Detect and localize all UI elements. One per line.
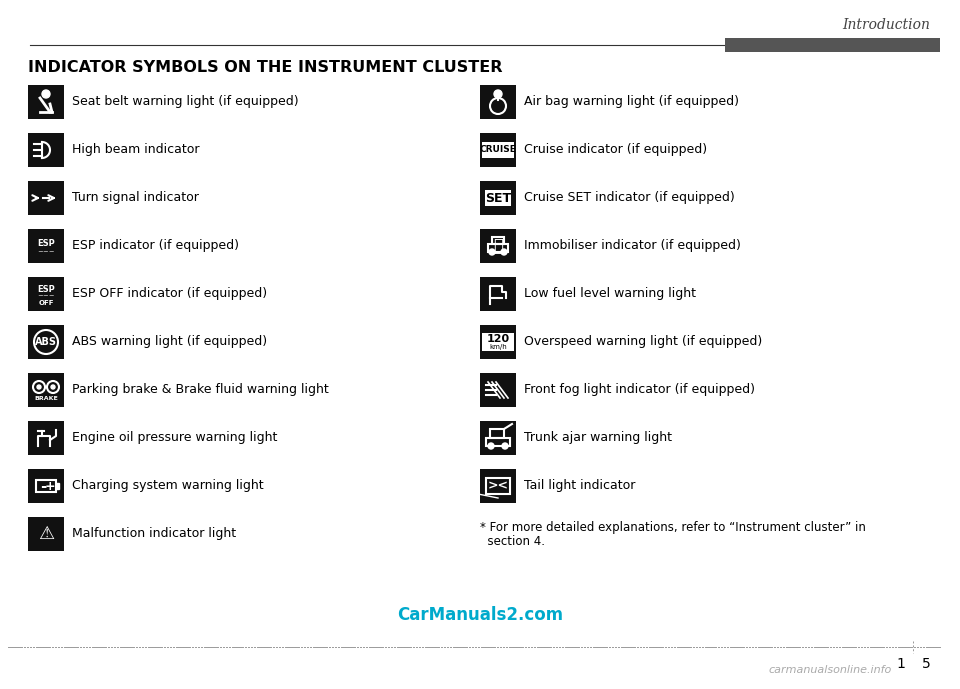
Text: 120: 120	[487, 334, 510, 344]
Text: * For more detailed explanations, refer to “Instrument cluster” in: * For more detailed explanations, refer …	[480, 521, 866, 534]
Text: Low fuel level warning light: Low fuel level warning light	[524, 287, 696, 300]
Bar	[480, 469, 516, 503]
Bar	[485, 190, 511, 206]
Text: INDICATOR SYMBOLS ON THE INSTRUMENT CLUSTER: INDICATOR SYMBOLS ON THE INSTRUMENT CLUS…	[28, 60, 502, 75]
Text: ESP: ESP	[37, 285, 55, 294]
Text: Air bag warning light (if equipped): Air bag warning light (if equipped)	[524, 96, 739, 108]
Text: ESP: ESP	[37, 238, 55, 247]
Text: Front fog light indicator (if equipped): Front fog light indicator (if equipped)	[524, 384, 755, 396]
Bar	[28, 229, 64, 263]
Circle shape	[501, 249, 507, 255]
Bar	[480, 133, 516, 167]
Text: ABS warning light (if equipped): ABS warning light (if equipped)	[72, 336, 267, 349]
Bar	[480, 421, 516, 455]
Text: 5: 5	[922, 657, 931, 671]
Text: ⎕: ⎕	[493, 237, 503, 255]
Circle shape	[488, 443, 494, 449]
Text: High beam indicator: High beam indicator	[72, 143, 200, 156]
Text: CRUISE: CRUISE	[480, 145, 516, 154]
Text: ~~~: ~~~	[37, 293, 55, 299]
Circle shape	[489, 249, 495, 255]
Text: ESP OFF indicator (if equipped): ESP OFF indicator (if equipped)	[72, 287, 267, 300]
Bar	[486, 438, 510, 446]
Text: ~~~: ~~~	[37, 249, 55, 255]
Bar	[480, 325, 516, 359]
Bar	[56, 483, 59, 489]
Text: Cruise SET indicator (if equipped): Cruise SET indicator (if equipped)	[524, 192, 734, 205]
Text: km/h: km/h	[490, 344, 507, 350]
Circle shape	[51, 385, 55, 389]
Text: +: +	[45, 480, 56, 493]
Bar	[480, 229, 516, 263]
Bar	[28, 517, 64, 551]
Bar	[28, 373, 64, 407]
Text: ⚠: ⚠	[38, 525, 54, 543]
Bar	[28, 181, 64, 215]
Text: BRAKE: BRAKE	[35, 396, 58, 402]
Text: carmanualsonline.info: carmanualsonline.info	[768, 665, 892, 675]
Bar	[482, 333, 514, 351]
Bar	[28, 421, 64, 455]
Text: Overspeed warning light (if equipped): Overspeed warning light (if equipped)	[524, 336, 762, 349]
Text: 1: 1	[896, 657, 905, 671]
Bar	[480, 85, 516, 119]
Text: Charging system warning light: Charging system warning light	[72, 480, 264, 493]
Text: section 4.: section 4.	[480, 535, 545, 548]
Bar	[28, 469, 64, 503]
Text: ESP indicator (if equipped): ESP indicator (if equipped)	[72, 240, 239, 252]
Text: Cruise indicator (if equipped): Cruise indicator (if equipped)	[524, 143, 708, 156]
Bar	[28, 85, 64, 119]
Bar	[488, 244, 508, 252]
Text: OFF: OFF	[38, 300, 54, 306]
Circle shape	[502, 443, 508, 449]
Bar	[28, 133, 64, 167]
Text: Malfunction indicator light: Malfunction indicator light	[72, 528, 236, 540]
Text: Trunk ajar warning light: Trunk ajar warning light	[524, 431, 672, 444]
Circle shape	[494, 90, 502, 98]
Text: Turn signal indicator: Turn signal indicator	[72, 192, 199, 205]
Text: Tail light indicator: Tail light indicator	[524, 480, 636, 493]
Bar	[486, 478, 510, 494]
Bar	[490, 429, 504, 438]
Text: Engine oil pressure warning light: Engine oil pressure warning light	[72, 431, 277, 444]
Circle shape	[42, 90, 50, 98]
Text: CarManuals2.com: CarManuals2.com	[396, 606, 564, 624]
Bar	[482, 142, 514, 158]
Bar	[480, 277, 516, 311]
Text: ><: ><	[488, 480, 509, 493]
Bar	[36, 480, 56, 492]
Text: Seat belt warning light (if equipped): Seat belt warning light (if equipped)	[72, 96, 299, 108]
Bar	[480, 181, 516, 215]
Bar	[492, 237, 504, 244]
Text: SET: SET	[485, 192, 511, 205]
Circle shape	[37, 385, 41, 389]
Bar	[480, 373, 516, 407]
Bar	[28, 325, 64, 359]
Text: Parking brake & Brake fluid warning light: Parking brake & Brake fluid warning ligh…	[72, 384, 328, 396]
Text: ABS: ABS	[35, 337, 57, 347]
Bar	[28, 277, 64, 311]
Bar	[725, 38, 940, 52]
Text: -: -	[39, 478, 46, 493]
Text: Immobiliser indicator (if equipped): Immobiliser indicator (if equipped)	[524, 240, 741, 252]
Text: Introduction: Introduction	[842, 18, 930, 32]
